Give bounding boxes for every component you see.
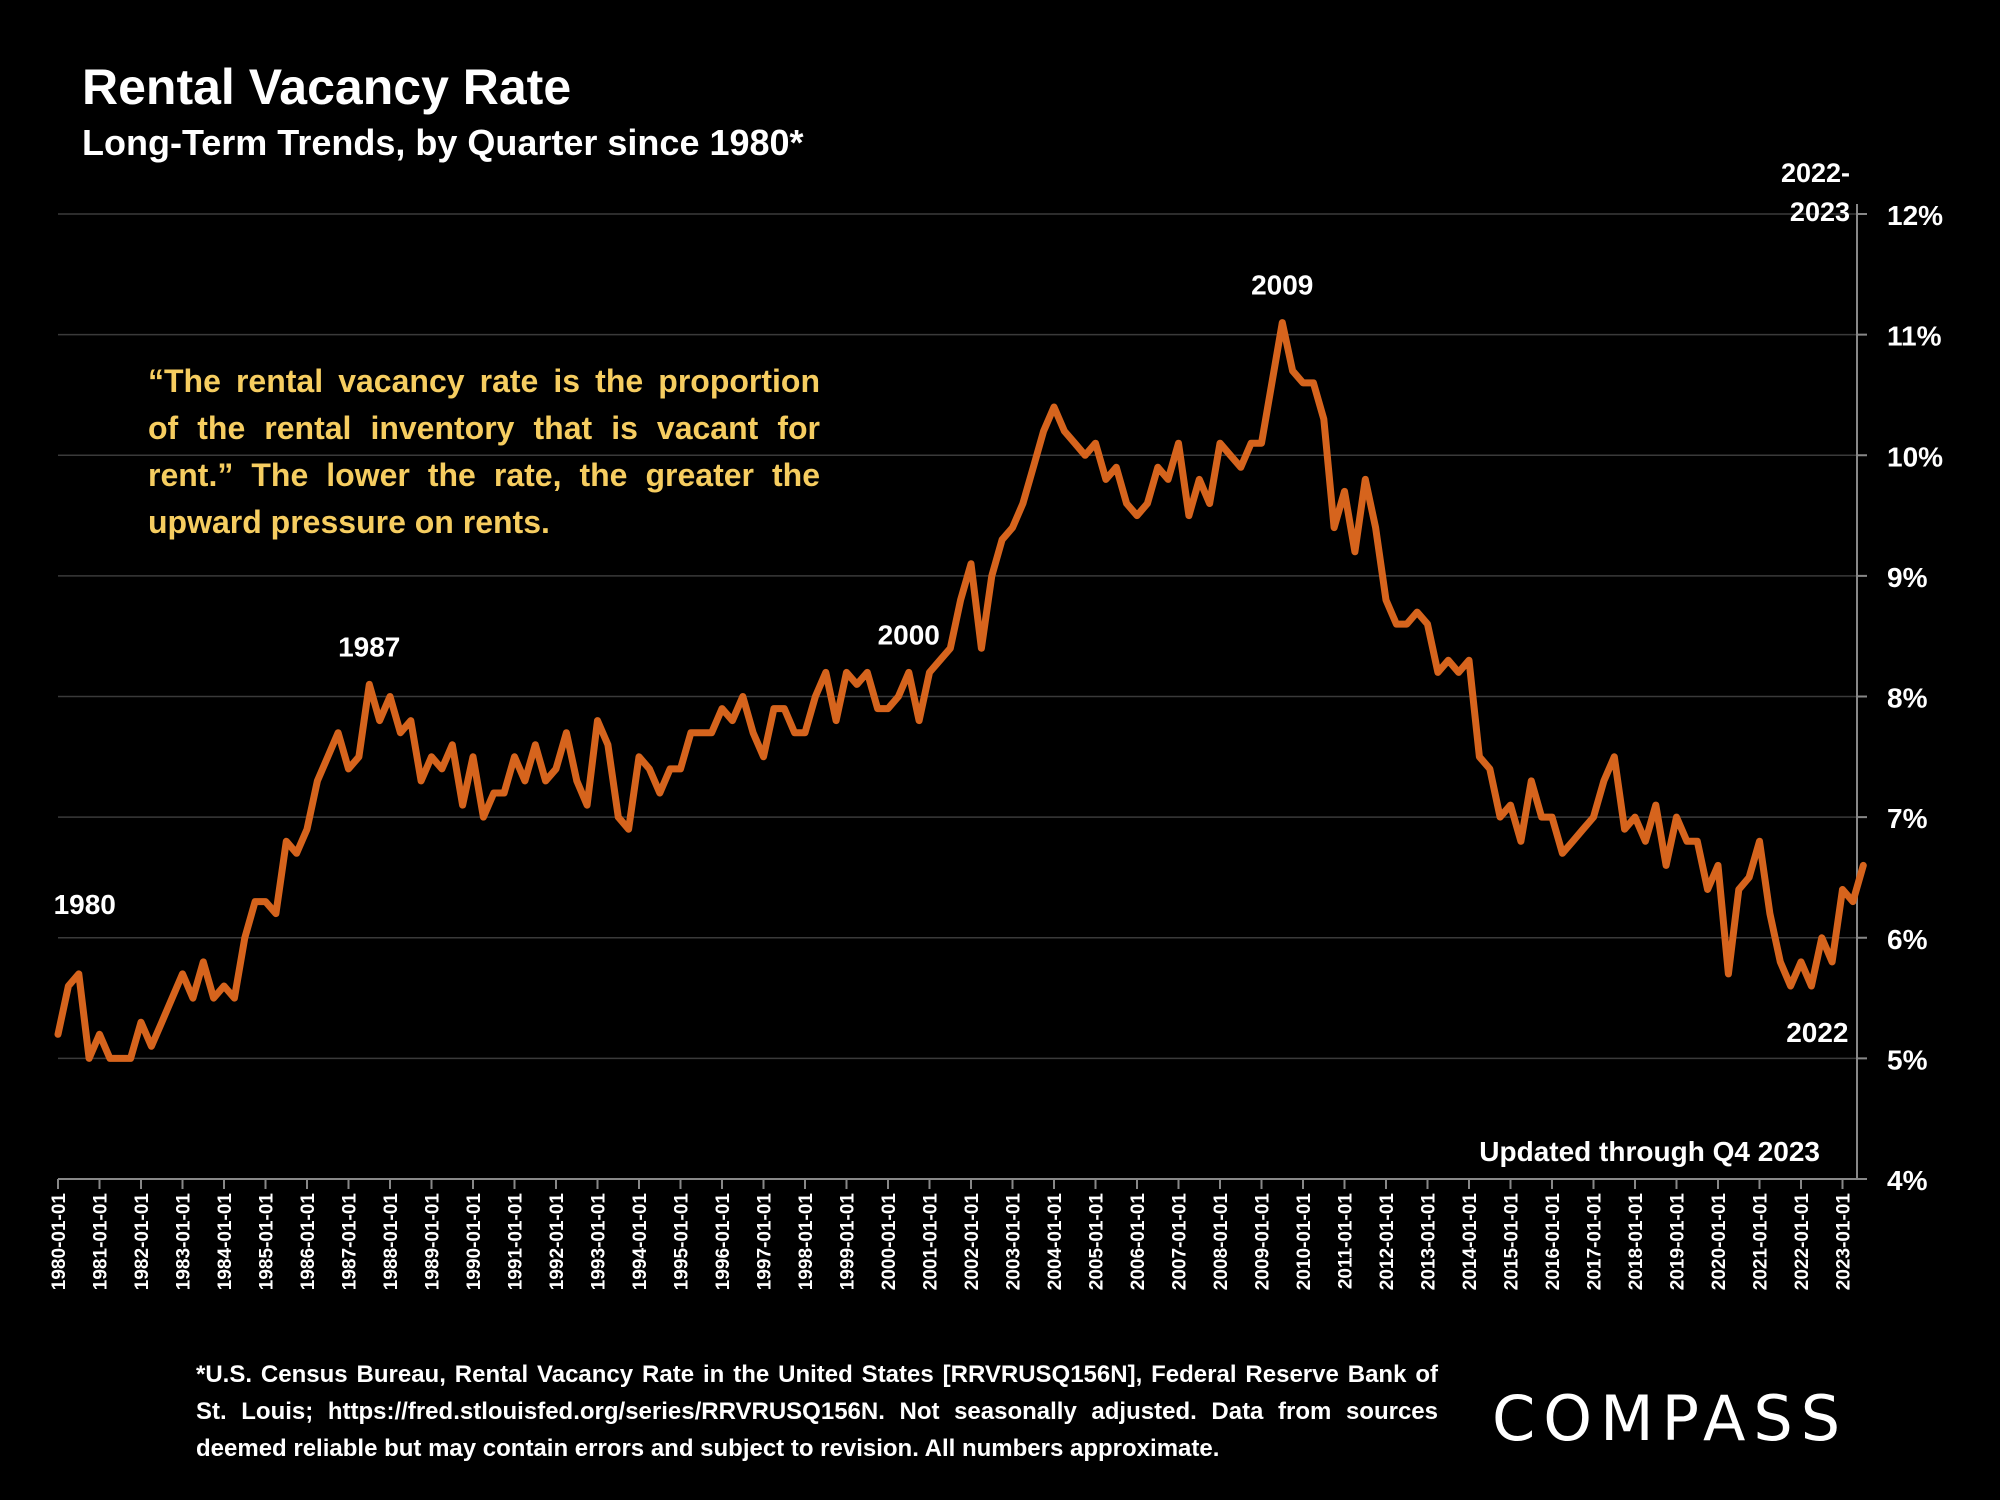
x-tick-label-2000-01-01: 2000-01-01 (879, 1193, 900, 1291)
x-tick-label-2011-01-01: 2011-01-01 (1336, 1193, 1357, 1290)
x-tick-label-2014-01-01: 2014-01-01 (1460, 1193, 1481, 1291)
x-tick-label-1984-01-01: 1984-01-01 (215, 1193, 236, 1291)
annotation-2000: 2000 (878, 619, 940, 650)
y-tick-label-9: 9% (1887, 562, 1928, 593)
x-axis-ticks: 1980-01-01 1981-01-01 1982-01-01 1983-01-01… (49, 1179, 1855, 1290)
updated-note: Updated through Q4 2023 (1479, 1136, 1820, 1167)
y-tick-label-8: 8% (1887, 683, 1928, 714)
x-tick-label-2004-01-01: 2004-01-01 (1045, 1193, 1066, 1291)
x-tick-label-1981-01-01: 1981-01-01 (91, 1193, 112, 1291)
x-tick-label-1980-01-01: 1980-01-01 (49, 1193, 70, 1291)
x-tick-label-1988-01-01: 1988-01-01 (381, 1193, 402, 1291)
x-tick-label-2001-01-01: 2001-01-01 (921, 1193, 942, 1291)
x-tick-label-2012-01-01: 2012-01-01 (1377, 1193, 1398, 1291)
x-tick-label-2005-01-01: 2005-01-01 (1087, 1193, 1108, 1291)
x-tick-label-1986-01-01: 1986-01-01 (298, 1193, 319, 1291)
definition-quote: “The rental vacancy rate is the proporti… (148, 363, 820, 540)
x-tick-label-2008-01-01: 2008-01-01 (1211, 1193, 1232, 1291)
x-tick-label-2002-01-01: 2002-01-01 (962, 1193, 983, 1291)
chart-subtitle: Long-Term Trends, by Quarter since 1980* (82, 122, 804, 163)
x-tick-label-1992-01-01: 1992-01-01 (547, 1193, 568, 1291)
source-footnote: *U.S. Census Bureau, Rental Vacancy Rate… (196, 1361, 1438, 1462)
y-tick-label-7: 7% (1887, 803, 1928, 834)
year-annotations: 1980 1987 2000 2009 2022 (54, 270, 1849, 1048)
y-tick-label-5: 5% (1887, 1044, 1928, 1075)
x-tick-label-1985-01-01: 1985-01-01 (257, 1193, 278, 1291)
x-tick-label-1998-01-01: 1998-01-01 (796, 1193, 817, 1291)
y-axis-title-line-1: 2022- (1781, 158, 1850, 188)
y-tick-label-12: 12% (1887, 200, 1943, 231)
x-tick-label-1993-01-01: 1993-01-01 (589, 1193, 610, 1291)
x-tick-label-2019-01-01: 2019-01-01 (1668, 1193, 1689, 1291)
x-tick-label-1991-01-01: 1991-01-01 (506, 1193, 527, 1291)
axes (58, 204, 1858, 1180)
x-tick-label-2017-01-01: 2017-01-01 (1585, 1193, 1606, 1291)
x-tick-label-1987-01-01: 1987-01-01 (340, 1193, 361, 1291)
annotation-1980: 1980 (54, 889, 116, 920)
x-tick-label-2007-01-01: 2007-01-01 (1170, 1193, 1191, 1291)
y-tick-label-6: 6% (1887, 924, 1928, 955)
vacancy-rate-line (54, 319, 1867, 1062)
chart-title: Rental Vacancy Rate (82, 59, 572, 115)
y-axis-ticks: 4% 5% 6% 7% 8% 9% 10% 11% 12% (1857, 200, 1943, 1196)
y-tick-label-10: 10% (1887, 441, 1943, 472)
x-tick-label-1994-01-01: 1994-01-01 (630, 1193, 651, 1291)
x-tick-label-1989-01-01: 1989-01-01 (423, 1193, 444, 1291)
gridlines (58, 213, 1857, 1180)
x-tick-label-1995-01-01: 1995-01-01 (672, 1193, 693, 1291)
x-tick-label-2016-01-01: 2016-01-01 (1543, 1193, 1564, 1291)
x-tick-label-1982-01-01: 1982-01-01 (132, 1193, 153, 1291)
x-tick-label-1999-01-01: 1999-01-01 (838, 1193, 859, 1291)
y-axis-title-line-2: 2023 (1790, 197, 1850, 227)
annotation-2009: 2009 (1251, 270, 1313, 301)
x-tick-label-2020-01-01: 2020-01-01 (1709, 1193, 1730, 1291)
x-tick-label-2018-01-01: 2018-01-01 (1626, 1193, 1647, 1291)
x-tick-label-1997-01-01: 1997-01-01 (755, 1193, 776, 1291)
x-tick-label-2010-01-01: 2010-01-01 (1294, 1193, 1315, 1291)
x-tick-label-2013-01-01: 2013-01-01 (1419, 1193, 1440, 1291)
x-tick-label-2021-01-01: 2021-01-01 (1751, 1193, 1772, 1291)
y-tick-label-11: 11% (1887, 321, 1942, 352)
y-tick-label-4: 4% (1887, 1165, 1928, 1196)
annotation-1987: 1987 (338, 631, 400, 662)
x-tick-label-2023-01-01: 2023-01-01 (1834, 1193, 1855, 1291)
x-tick-label-2009-01-01: 2009-01-01 (1253, 1193, 1274, 1291)
annotation-2022: 2022 (1786, 1017, 1848, 1048)
x-tick-label-2022-01-01: 2022-01-01 (1792, 1193, 1813, 1291)
x-tick-label-1996-01-01: 1996-01-01 (713, 1193, 734, 1291)
x-tick-label-1990-01-01: 1990-01-01 (464, 1193, 485, 1291)
x-tick-label-1983-01-01: 1983-01-01 (174, 1193, 195, 1291)
x-tick-label-2015-01-01: 2015-01-01 (1502, 1193, 1523, 1291)
compass-logo: COMPASS (1492, 1382, 1849, 1455)
x-tick-label-2003-01-01: 2003-01-01 (1004, 1193, 1025, 1291)
x-tick-label-2006-01-01: 2006-01-01 (1128, 1193, 1149, 1291)
